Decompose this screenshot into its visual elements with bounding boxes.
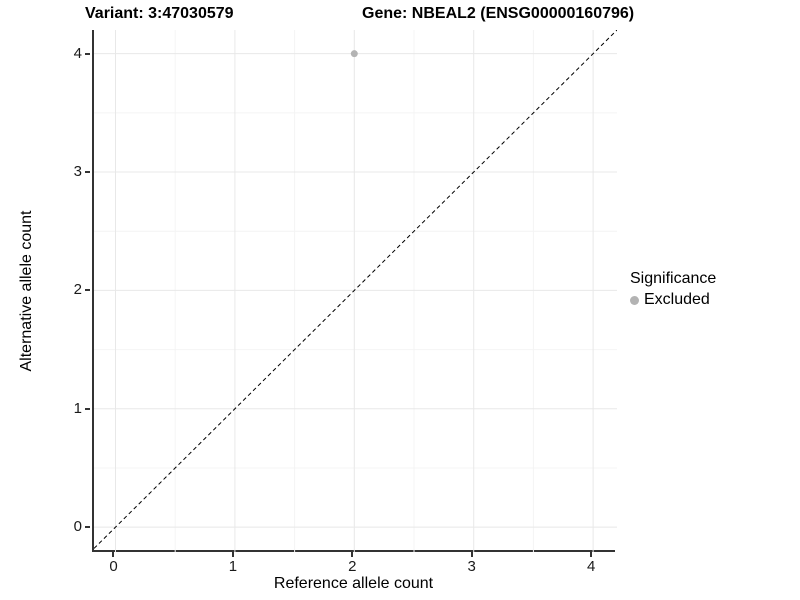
legend-item-excluded: Excluded [630, 291, 716, 309]
plot-canvas [94, 30, 617, 552]
legend-marker-circle-icon [630, 295, 639, 305]
legend-title: Significance [630, 270, 717, 287]
y-axis-tick [85, 526, 90, 529]
y-tick-label: 1 [73, 399, 82, 417]
x-axis-tick [231, 552, 234, 557]
y-axis-tick [85, 407, 90, 410]
x-tick-label: 3 [467, 558, 476, 575]
x-axis-tick [470, 552, 473, 557]
data-point [350, 50, 358, 58]
y-axis-tick [85, 171, 90, 174]
legend-item-label: Excluded [644, 291, 710, 308]
plot-panel [92, 30, 617, 552]
x-axis-tick [112, 552, 115, 557]
x-tick-label: 2 [348, 558, 357, 575]
y-tick-label: 4 [73, 44, 82, 62]
y-axis-title: Alternative allele count [18, 210, 35, 372]
x-tick-label: 0 [109, 558, 118, 575]
y-tick-label: 3 [73, 163, 82, 181]
identity-reference-line [94, 30, 617, 549]
plot-title-variant: Variant: 3:47030579 [85, 5, 234, 22]
y-tick-label: 0 [73, 518, 82, 536]
plot-title-gene: Gene: NBEAL2 (ENSG00000160796) [362, 5, 635, 22]
y-tick-label: 2 [73, 281, 82, 299]
x-tick-label: 1 [228, 558, 238, 575]
x-axis-tick [590, 552, 593, 557]
y-axis-tick [85, 52, 90, 55]
y-axis-tick [85, 289, 90, 292]
x-axis-title: Reference allele count [273, 575, 434, 592]
x-tick-label: 4 [586, 558, 596, 575]
x-axis-tick [351, 552, 354, 557]
legend: Significance Excluded [630, 270, 716, 309]
